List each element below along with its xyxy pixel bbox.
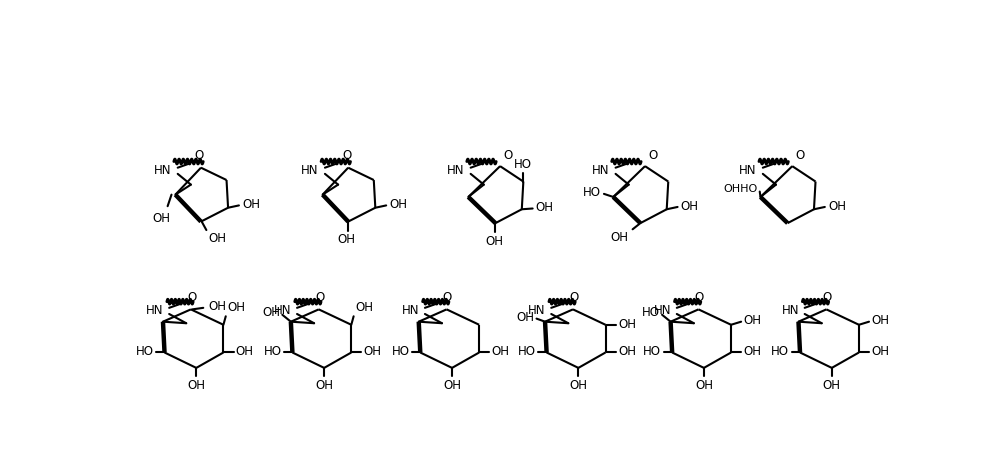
Text: OH: OH — [516, 311, 534, 324]
Text: OH: OH — [536, 201, 554, 214]
Text: OH: OH — [152, 212, 170, 225]
Text: OH: OH — [681, 200, 699, 212]
Text: OH: OH — [485, 235, 503, 248]
Text: OH: OH — [618, 318, 636, 331]
Text: OH: OH — [262, 306, 280, 319]
Text: OH: OH — [443, 379, 461, 392]
Text: OH: OH — [364, 345, 382, 358]
Text: OH: OH — [743, 314, 761, 326]
Text: O: O — [648, 149, 657, 162]
Text: HN: HN — [654, 304, 671, 317]
Text: OH: OH — [208, 300, 226, 313]
Text: HN: HN — [528, 304, 546, 317]
Text: HN: HN — [402, 304, 420, 317]
Text: OH: OH — [355, 301, 373, 314]
Text: HO: HO — [391, 345, 409, 358]
Text: HO: HO — [264, 345, 282, 358]
Text: HN: HN — [447, 164, 464, 177]
Text: HN: HN — [154, 164, 172, 177]
Text: HN: HN — [301, 164, 319, 177]
Text: OH: OH — [187, 379, 205, 392]
Text: OH: OH — [871, 345, 889, 358]
Text: OH: OH — [823, 379, 841, 392]
Text: OH: OH — [227, 301, 245, 314]
Text: OH: OH — [389, 198, 407, 211]
Text: HO: HO — [771, 345, 789, 358]
Text: HO: HO — [518, 345, 536, 358]
Text: HO: HO — [136, 345, 154, 358]
Text: OH: OH — [743, 345, 761, 358]
Text: O: O — [187, 291, 196, 304]
Text: HO: HO — [583, 186, 601, 199]
Text: OH: OH — [209, 233, 227, 245]
Text: OH: OH — [871, 314, 889, 326]
Text: O: O — [795, 149, 805, 162]
Text: OH: OH — [695, 379, 713, 392]
Text: HN: HN — [739, 164, 757, 177]
Text: HN: HN — [274, 304, 292, 317]
Text: O: O — [443, 291, 452, 304]
Text: OHHO: OHHO — [723, 184, 757, 194]
Text: OH: OH — [236, 345, 254, 358]
Text: O: O — [569, 291, 578, 304]
Text: OH: OH — [618, 345, 636, 358]
Text: O: O — [503, 149, 512, 162]
Text: O: O — [823, 291, 832, 304]
Text: OH: OH — [242, 198, 260, 211]
Text: OH: OH — [569, 379, 587, 392]
Text: O: O — [342, 149, 351, 163]
Text: OH: OH — [492, 345, 510, 358]
Text: HN: HN — [782, 304, 799, 317]
Text: OH: OH — [611, 231, 629, 244]
Text: O: O — [695, 291, 704, 304]
Text: O: O — [315, 291, 324, 304]
Text: OH: OH — [315, 379, 333, 392]
Text: HN: HN — [146, 304, 164, 317]
Text: HO: HO — [643, 345, 661, 358]
Text: HN: HN — [592, 164, 609, 177]
Text: HO: HO — [514, 158, 532, 171]
Text: O: O — [195, 149, 204, 163]
Text: OH: OH — [828, 200, 846, 212]
Text: OH: OH — [338, 233, 356, 246]
Text: HO: HO — [642, 306, 660, 319]
